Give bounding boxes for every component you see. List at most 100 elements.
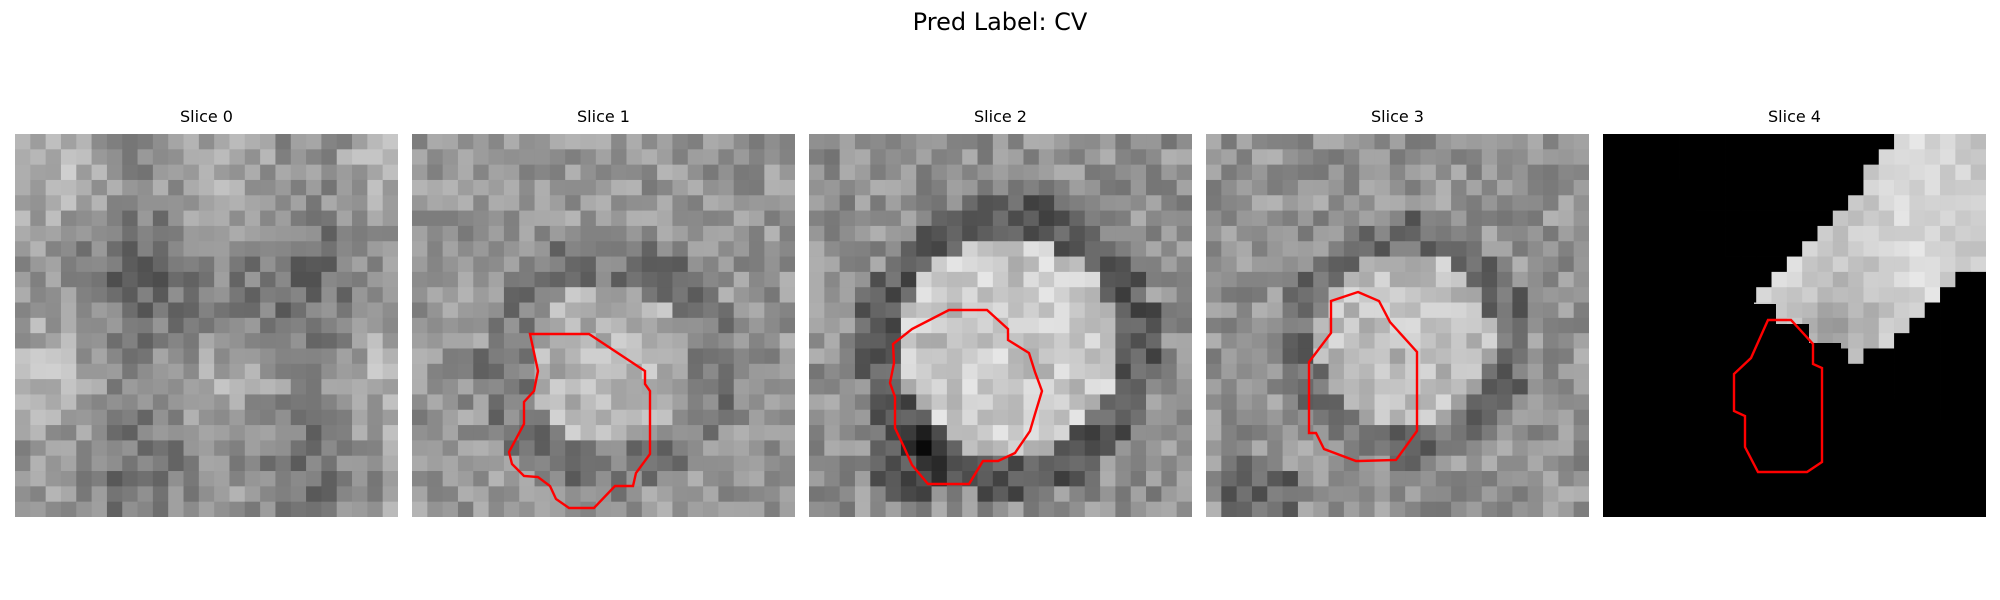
pixel-cell xyxy=(993,318,1009,334)
pixel-cell xyxy=(1115,149,1131,165)
pixel-cell xyxy=(412,410,428,426)
pixel-cell xyxy=(306,425,322,441)
pixel-cell xyxy=(1085,211,1101,227)
pixel-cell xyxy=(367,425,383,441)
pixel-cell xyxy=(1039,303,1055,319)
pixel-cell xyxy=(870,180,886,196)
pixel-cell xyxy=(581,134,597,150)
pixel-cell xyxy=(703,241,719,257)
pixel-cell xyxy=(1252,211,1268,227)
pixel-cell xyxy=(1283,272,1299,288)
pixel-cell xyxy=(153,486,169,502)
pixel-cell xyxy=(138,226,154,242)
pixel-cell xyxy=(1436,364,1452,380)
pixel-cell xyxy=(306,379,322,395)
pixel-cell xyxy=(1451,318,1467,334)
pixel-cell xyxy=(1283,318,1299,334)
pixel-cell xyxy=(1466,318,1482,334)
pixel-cell xyxy=(993,195,1009,211)
pixel-cell xyxy=(1528,195,1544,211)
pixel-cell xyxy=(1528,303,1544,319)
pixel-cell xyxy=(1177,165,1192,181)
pixel-cell xyxy=(1146,303,1162,319)
pixel-cell xyxy=(458,379,474,395)
pixel-cell xyxy=(657,318,673,334)
pixel-cell xyxy=(1039,425,1055,441)
pixel-cell xyxy=(199,440,215,456)
pixel-cell xyxy=(352,257,368,273)
pixel-cell xyxy=(1482,364,1498,380)
pixel-cell xyxy=(1039,180,1055,196)
pixel-cell xyxy=(855,364,871,380)
pixel-cell xyxy=(916,303,932,319)
pixel-cell xyxy=(1497,333,1513,349)
pixel-cell xyxy=(458,272,474,288)
pixel-cell xyxy=(962,348,978,364)
pixel-cell xyxy=(642,149,658,165)
slice-title: Slice 2 xyxy=(809,107,1192,127)
pixel-cell xyxy=(30,486,46,502)
pixel-cell xyxy=(565,134,581,150)
pixel-cell xyxy=(15,456,31,472)
pixel-cell xyxy=(321,195,337,211)
pixel-cell xyxy=(809,272,825,288)
pixel-cell xyxy=(1512,394,1528,410)
pixel-cell xyxy=(718,486,734,502)
pixel-cell xyxy=(15,149,31,165)
pixel-cell xyxy=(1405,394,1421,410)
pixel-cell xyxy=(1298,348,1314,364)
pixel-cell xyxy=(412,180,428,196)
pixel-cell xyxy=(855,180,871,196)
pixel-cell xyxy=(1237,425,1253,441)
pixel-cell xyxy=(1528,440,1544,456)
pixel-cell xyxy=(473,333,489,349)
pixel-cell xyxy=(1420,333,1436,349)
pixel-cell xyxy=(76,486,92,502)
pixel-cell xyxy=(443,379,459,395)
pixel-cell xyxy=(824,410,840,426)
pixel-cell xyxy=(1344,165,1360,181)
pixel-cell xyxy=(962,440,978,456)
pixel-cell xyxy=(1436,318,1452,334)
pixel-cell xyxy=(764,425,780,441)
pixel-cell xyxy=(1177,287,1192,303)
pixel-cell xyxy=(855,348,871,364)
pixel-cell xyxy=(184,165,200,181)
pixel-cell xyxy=(642,287,658,303)
pixel-cell xyxy=(1482,440,1498,456)
pixel-cell xyxy=(550,440,566,456)
pixel-cell xyxy=(61,348,77,364)
pixel-cell xyxy=(962,195,978,211)
pixel-cell xyxy=(1390,410,1406,426)
pixel-cell xyxy=(809,226,825,242)
pixel-cell xyxy=(46,333,62,349)
pixel-cell xyxy=(749,287,765,303)
pixel-cell xyxy=(1375,379,1391,395)
pixel-cell xyxy=(1115,333,1131,349)
pixel-cell xyxy=(291,195,307,211)
pixel-cell xyxy=(519,364,535,380)
pixel-cell xyxy=(383,486,398,502)
pixel-cell xyxy=(718,180,734,196)
pixel-cell xyxy=(1161,348,1177,364)
pixel-cell xyxy=(1206,333,1222,349)
pixel-cell xyxy=(1420,272,1436,288)
pixel-cell xyxy=(367,303,383,319)
pixel-cell xyxy=(688,440,704,456)
pixel-cell xyxy=(1574,425,1589,441)
pixel-cell xyxy=(581,502,597,517)
pixel-cell xyxy=(1069,456,1085,472)
pixel-cell xyxy=(1344,379,1360,395)
pixel-cell xyxy=(993,379,1009,395)
pixel-cell xyxy=(199,425,215,441)
pixel-cell xyxy=(30,379,46,395)
pixel-cell xyxy=(61,486,77,502)
pixel-cell xyxy=(519,410,535,426)
pixel-cell xyxy=(1206,318,1222,334)
pixel-cell xyxy=(1451,272,1467,288)
pixel-cell xyxy=(1161,180,1177,196)
pixel-cell xyxy=(153,226,169,242)
pixel-cell xyxy=(306,241,322,257)
pixel-cell xyxy=(352,318,368,334)
pixel-cell xyxy=(1420,486,1436,502)
